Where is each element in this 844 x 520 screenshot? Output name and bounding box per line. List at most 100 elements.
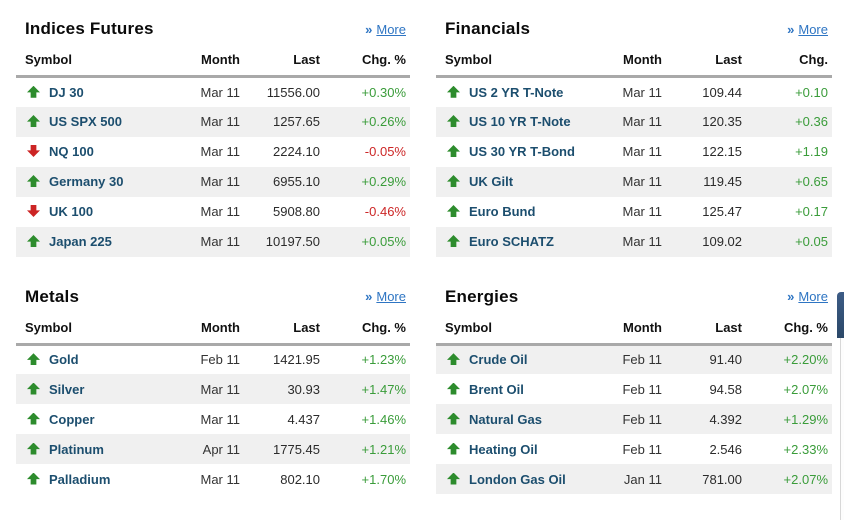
symbol-link[interactable]: Germany 30 [49,174,124,189]
symbol-link[interactable]: Silver [49,381,85,397]
change-cell: +0.36 [795,114,828,129]
month-cell: Feb 11 [622,352,662,368]
table-row: Palladium Mar 11 802.10 +1.70% [16,464,410,494]
symbol-link[interactable]: US 10 YR T-Note [469,114,571,129]
month-cell: Mar 11 [622,234,663,249]
symbol-cell: US SPX 500 [16,107,154,137]
symbol-link[interactable]: Gold [49,352,79,368]
change-cell: +0.05% [361,234,406,249]
change-cell: -0.46% [364,204,406,219]
table-row: Gold Feb 11 1421.95 +1.23% [16,344,410,374]
month-cell: Apr 11 [202,441,240,457]
up-arrow-icon [27,115,40,127]
partial-panel-edge [840,338,844,520]
table-row: Natural Gas Feb 11 4.392 +1.29% [436,404,832,434]
table-header-row: Symbol Month Last Chg. % [436,309,832,346]
symbol-cell: Brent Oil [436,374,576,404]
symbol-link[interactable]: DJ 30 [49,84,84,100]
symbol-link[interactable]: Euro Bund [469,204,536,219]
change-cell: +0.30% [361,84,406,100]
change-cell: +0.65 [795,174,828,189]
change-cell: +1.21% [361,441,406,457]
symbol-cell: London Gas Oil [436,464,576,494]
symbol-link[interactable]: Japan 225 [49,234,112,249]
col-header-change: Chg. % [324,309,410,346]
last-cell: 125.47 [702,204,742,219]
symbol-cell: US 2 YR T-Note [436,77,576,107]
quotes-table: Symbol Month Last Chg. US 2 YR T-Note Mar… [436,42,832,257]
symbol-link[interactable]: US 2 YR T-Note [469,84,564,100]
symbol-cell: Platinum [16,434,154,464]
more-link[interactable]: » More [787,289,828,304]
partial-panel-header-fragment [837,292,844,338]
up-arrow-icon [27,442,40,455]
symbol-link[interactable]: US 30 YR T-Bond [469,144,575,159]
change-cell: +1.23% [361,352,406,368]
symbol-link[interactable]: Crude Oil [469,352,528,368]
up-arrow-icon [447,235,460,247]
table-row: UK Gilt Mar 11 119.45 +0.65 [436,166,832,197]
change-cell: +1.47% [361,381,406,397]
symbol-cell: Japan 225 [16,227,154,257]
symbol-link[interactable]: London Gas Oil [469,471,566,487]
table-row: US 10 YR T-Note Mar 11 120.35 +0.36 [436,106,832,137]
down-arrow-icon [27,205,40,217]
symbol-link[interactable]: Euro SCHATZ [469,234,554,249]
symbol-cell: Crude Oil [436,344,576,374]
symbol-cell: Silver [16,374,154,404]
change-cell: +1.29% [783,411,828,427]
table-header-row: Symbol Month Last Chg. % [16,42,410,78]
table-row: US 2 YR T-Note Mar 11 109.44 +0.10 [436,77,832,107]
more-link[interactable]: » More [787,22,828,37]
more-link[interactable]: » More [365,22,406,37]
col-header-symbol: Symbol [16,42,154,78]
more-link[interactable]: » More [365,289,406,304]
col-header-last: Last [244,42,324,78]
last-cell: 2.546 [709,441,742,457]
last-cell: 4.392 [709,411,742,427]
symbol-link[interactable]: Palladium [49,471,111,487]
month-cell: Mar 11 [200,174,241,189]
symbol-link[interactable]: Copper [49,411,95,427]
symbol-link[interactable]: UK 100 [49,204,94,219]
symbol-link[interactable]: Brent Oil [469,381,524,397]
last-cell: 109.02 [702,234,742,249]
symbol-cell: Natural Gas [436,404,576,434]
up-arrow-icon [447,175,460,187]
table-row: Platinum Apr 11 1775.45 +1.21% [16,434,410,464]
last-cell: 11556.00 [266,84,320,100]
symbol-link[interactable]: US SPX 500 [49,114,122,129]
table-row: UK 100 Mar 11 5908.80 -0.46% [16,197,410,227]
change-cell: +0.26% [361,114,406,129]
month-cell: Mar 11 [622,174,663,189]
table-row: London Gas Oil Jan 11 781.00 +2.07% [436,464,832,494]
col-header-month: Month [576,42,666,78]
last-cell: 1421.95 [273,352,320,368]
table-row: Brent Oil Feb 11 94.58 +2.07% [436,374,832,404]
change-cell: +1.70% [361,471,406,487]
last-cell: 94.58 [709,381,742,397]
col-header-change: Chg. % [324,42,410,78]
symbol-cell: Gold [16,344,154,374]
col-header-last: Last [666,309,746,346]
symbol-link[interactable]: Heating Oil [469,441,538,457]
up-arrow-icon [447,382,460,395]
last-cell: 119.45 [703,174,742,189]
symbol-link[interactable]: Platinum [49,441,104,457]
symbol-link[interactable]: NQ 100 [49,144,94,159]
more-chevron-icon: » [365,21,373,37]
last-cell: 781.00 [702,471,742,487]
change-cell: -0.05% [364,144,406,159]
symbol-link[interactable]: Natural Gas [469,411,542,427]
more-link-label: More [798,289,828,304]
symbol-cell: Heating Oil [436,434,576,464]
table-row: Euro SCHATZ Mar 11 109.02 +0.05 [436,226,832,257]
symbol-link[interactable]: UK Gilt [469,174,514,189]
table-header-row: Symbol Month Last Chg. % [16,309,410,346]
table-row: Japan 225 Mar 11 10197.50 +0.05% [16,226,410,257]
change-cell: +0.05 [795,234,828,249]
last-cell: 6955.10 [273,174,320,189]
col-header-change: Chg. [746,42,832,78]
col-header-month: Month [576,309,666,346]
last-cell: 1775.45 [273,441,320,457]
